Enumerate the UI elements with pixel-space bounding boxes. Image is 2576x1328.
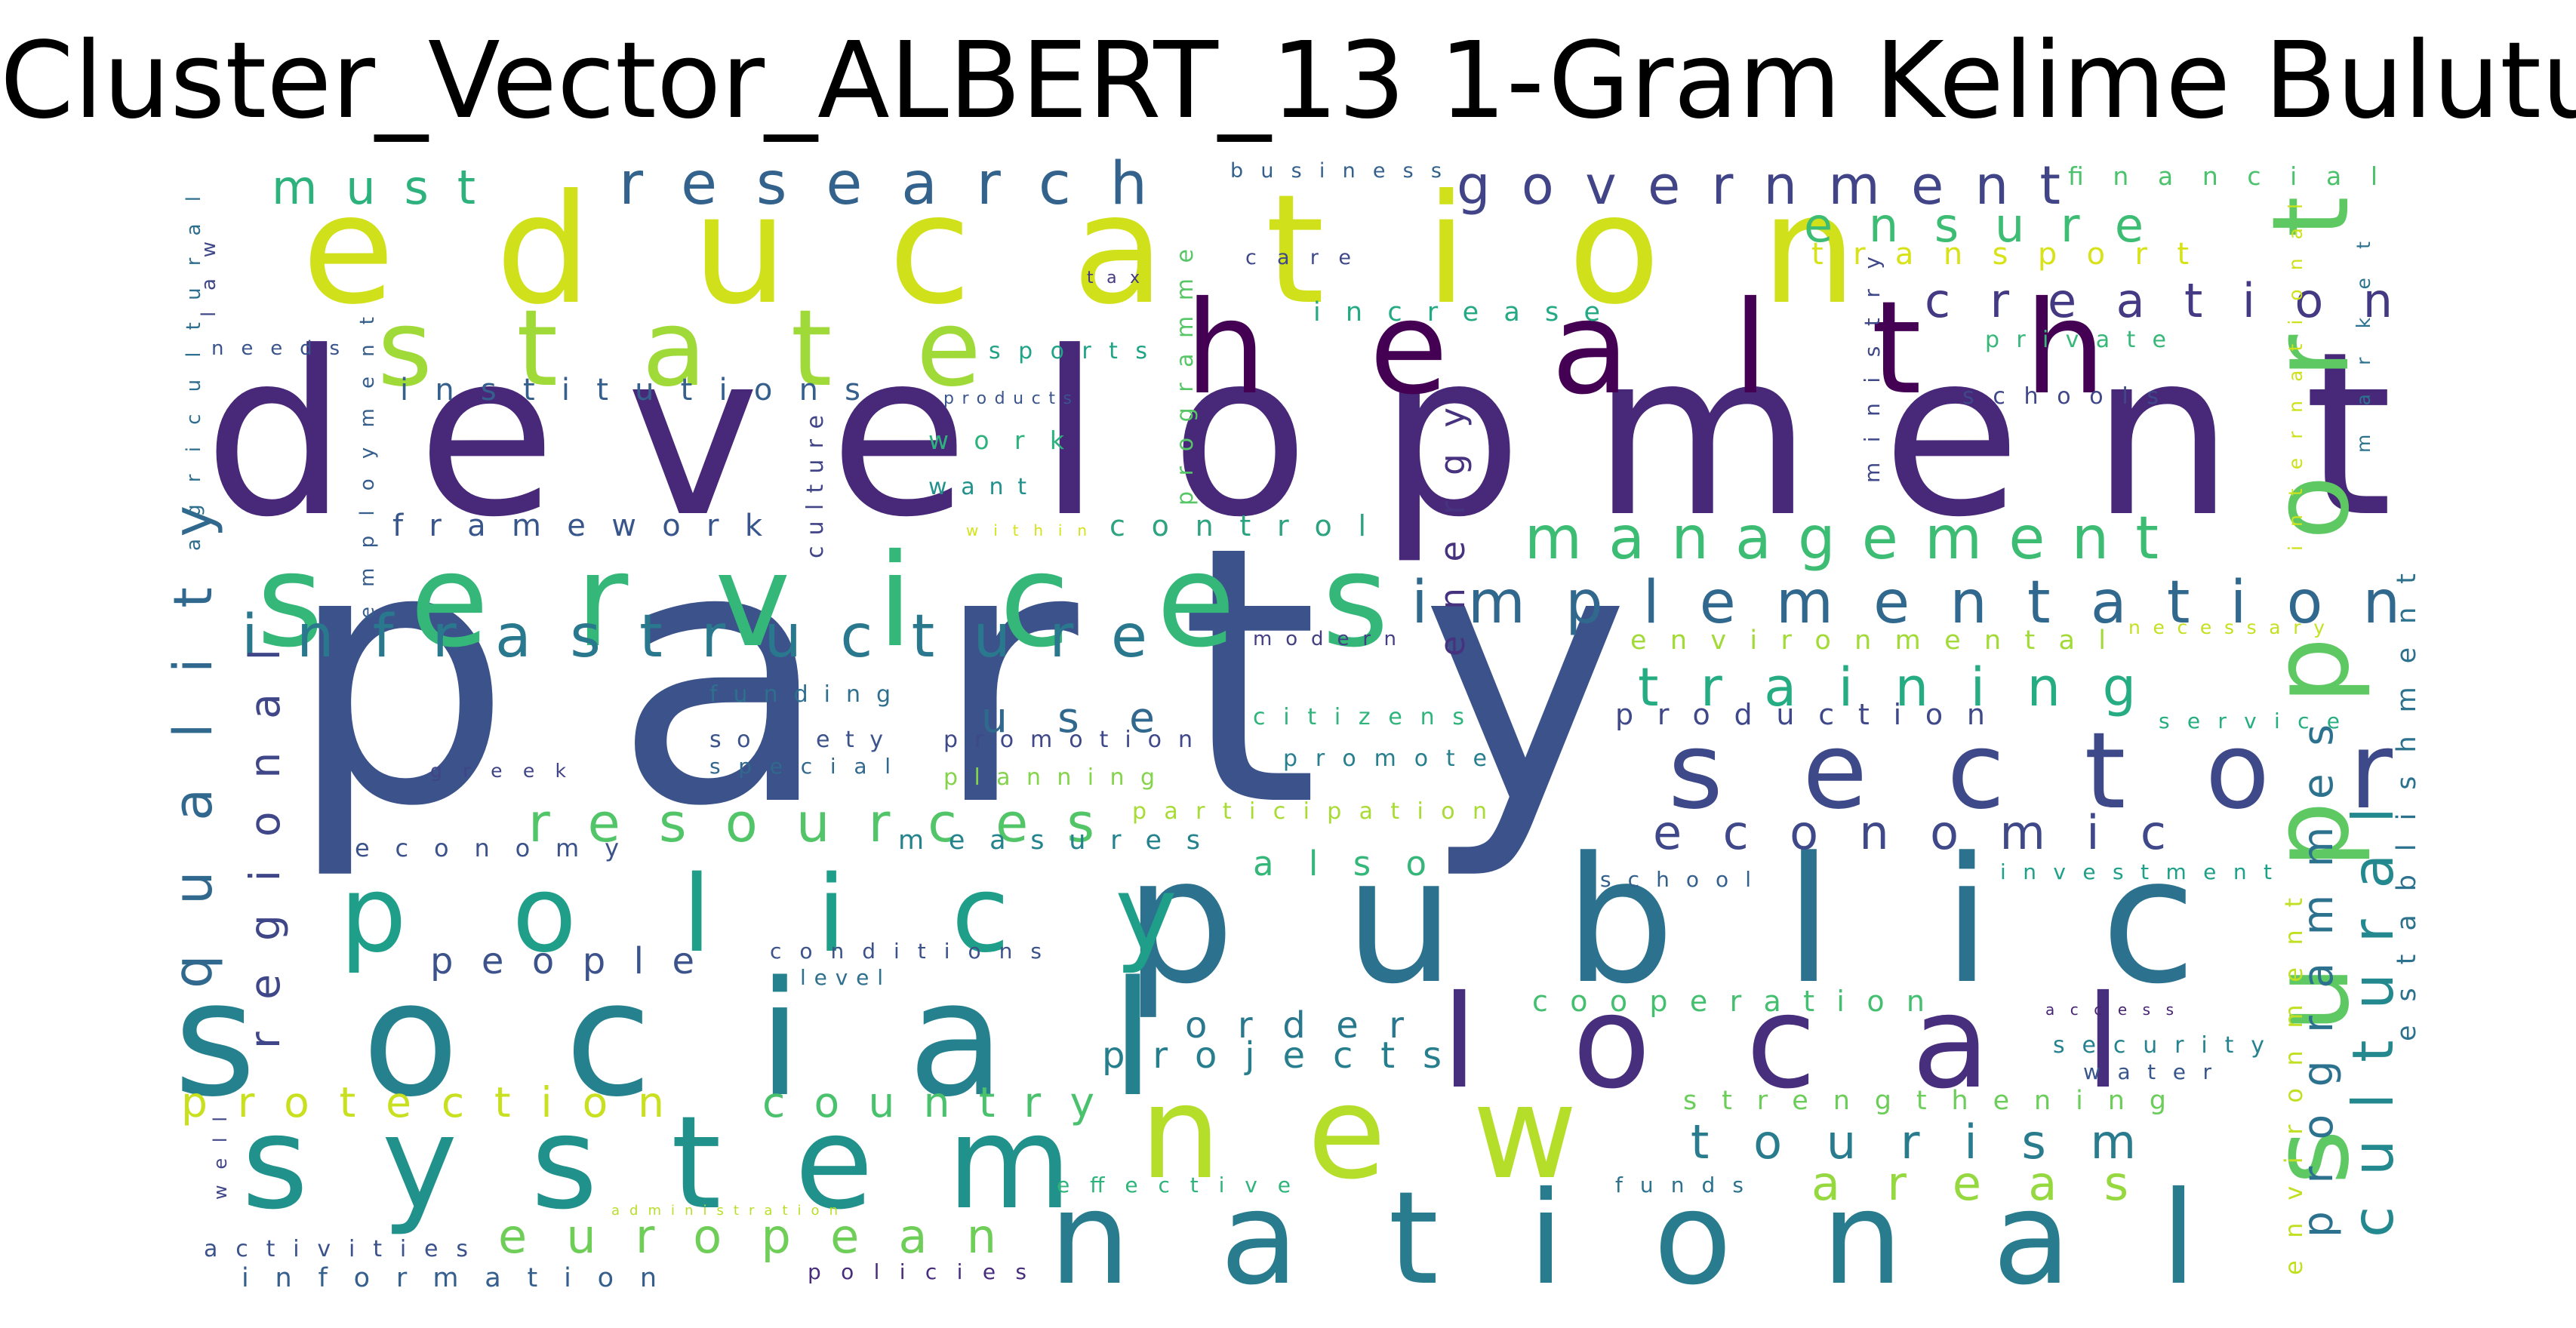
word-activities: activities <box>204 1236 468 1262</box>
word-conditions: conditions <box>770 939 1042 964</box>
word-european: european <box>498 1209 996 1264</box>
word-support: support <box>2250 196 2373 1185</box>
word-special: special <box>709 754 891 779</box>
word-tourism: tourism <box>1691 1114 2136 1170</box>
word-education: education <box>302 162 1857 338</box>
word-citizens: citizens <box>1253 704 1464 730</box>
word-must: must <box>272 160 475 215</box>
word-employment: employment <box>356 317 379 619</box>
word-promote: promote <box>1283 745 1487 772</box>
word-training: training <box>1638 656 2136 718</box>
word-new: new <box>1140 1059 1577 1208</box>
word-level: level <box>800 965 883 990</box>
word-management: management <box>1525 505 2159 573</box>
word-security: security <box>2053 1032 2264 1059</box>
word-economy: economy <box>355 834 619 862</box>
word-economic: economic <box>1653 805 2166 860</box>
word-society: society <box>709 727 883 753</box>
page-title: Cluster_Vector_ALBERT_13 1-Gram Kelime B… <box>0 20 2576 143</box>
word-information: information <box>242 1263 657 1293</box>
word-country: country <box>762 1078 1094 1127</box>
word-regional: regional <box>241 649 289 1049</box>
word-necessary: necessary <box>2128 616 2325 638</box>
word-research: research <box>619 150 1147 218</box>
word-funding: funding <box>709 681 891 708</box>
word-products: products <box>943 389 1072 408</box>
word-government: government <box>1457 155 2060 217</box>
word-implementation: implementation <box>1411 569 2400 637</box>
word-quality: quality <box>162 506 224 988</box>
word-schools: schools <box>1962 383 2159 410</box>
word-international: international <box>2285 204 2307 551</box>
word-establishment: establishment <box>2392 573 2422 1041</box>
word-business: business <box>1230 159 1442 183</box>
word-projects: projects <box>1102 1034 1442 1077</box>
word-financial: financial <box>2068 161 2377 191</box>
